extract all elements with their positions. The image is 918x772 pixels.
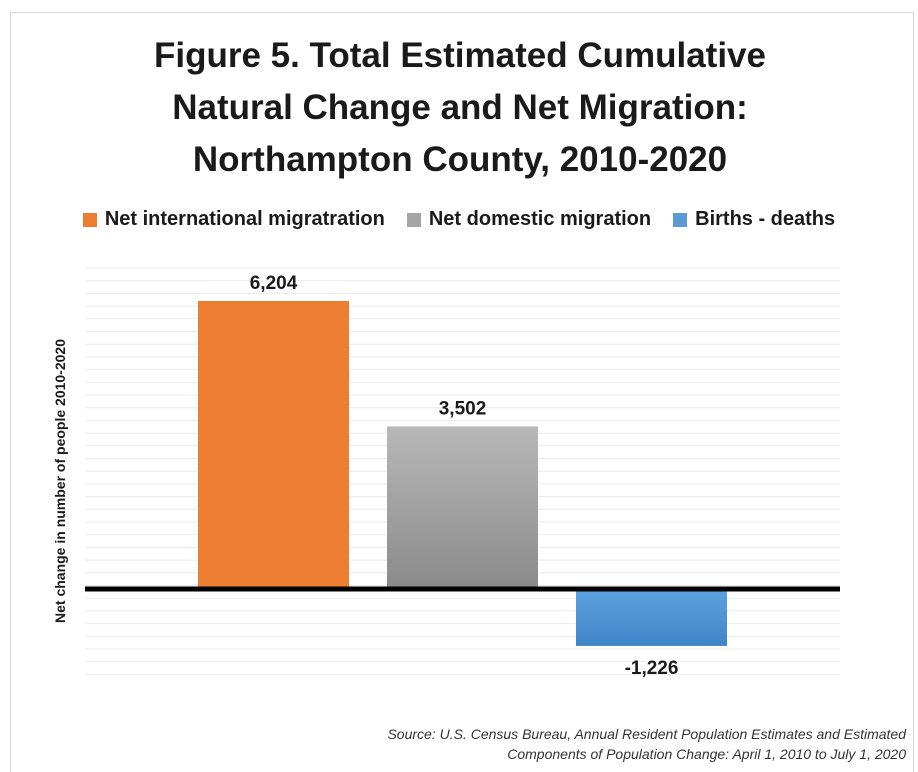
legend-label-international: Net international migratration bbox=[104, 208, 385, 230]
chart-title: Figure 5. Total Estimated Cumulative Nat… bbox=[40, 30, 880, 186]
legend-item-domestic: Net domestic migration bbox=[406, 208, 652, 231]
chart-title-line-2: Natural Change and Net Migration: bbox=[172, 88, 748, 127]
legend-label-natural: Births - deaths bbox=[695, 208, 836, 230]
source-line-1: Source: U.S. Census Bureau, Annual Resid… bbox=[387, 726, 906, 742]
bar-international bbox=[198, 301, 349, 589]
legend-item-natural: Births - deaths bbox=[673, 208, 835, 231]
data-label-international: 6,204 bbox=[250, 273, 298, 294]
data-label-domestic: 3,502 bbox=[439, 398, 487, 419]
legend-swatch-international bbox=[82, 212, 97, 227]
data-label-natural: -1,226 bbox=[625, 658, 679, 679]
bar-domestic bbox=[387, 426, 538, 589]
legend-label-domestic: Net domestic migration bbox=[428, 208, 652, 230]
legend-swatch-natural bbox=[673, 212, 688, 227]
bar-labels: 6,204 3,502 -1,226 bbox=[250, 273, 679, 679]
chart-frame bbox=[10, 12, 914, 772]
source-note: Source: U.S. Census Bureau, Annual Resid… bbox=[206, 724, 906, 764]
chart-title-line-3: Northampton County, 2010-2020 bbox=[192, 140, 728, 179]
legend-swatch-domestic bbox=[406, 212, 421, 227]
source-line-2: Components of Population Change: April 1… bbox=[507, 746, 906, 762]
legend-item-international: Net international migratration bbox=[82, 208, 385, 231]
chart-title-line-1: Figure 5. Total Estimated Cumulative bbox=[154, 36, 766, 75]
gridlines bbox=[85, 267, 840, 675]
bars bbox=[198, 301, 727, 646]
bar-natural bbox=[576, 589, 727, 646]
chart-legend: Net international migratration Net domes… bbox=[0, 208, 918, 231]
